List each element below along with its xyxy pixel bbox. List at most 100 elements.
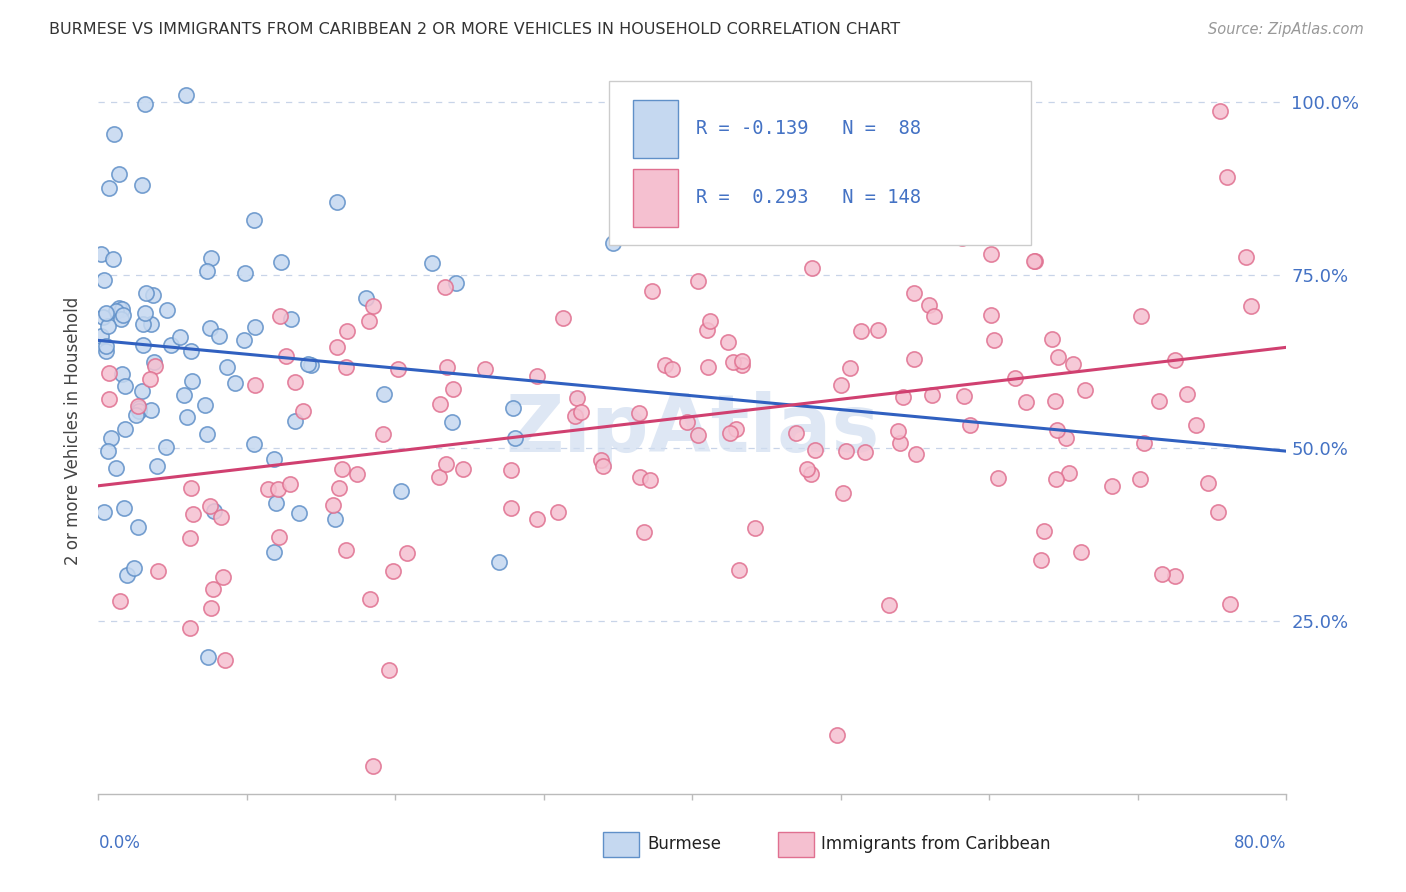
Point — [103, 128, 125, 142]
Point — [284, 414, 307, 428]
Y-axis label: 2 or more Vehicles in Household: 2 or more Vehicles in Household — [65, 296, 83, 565]
Point — [128, 404, 150, 418]
Point — [1152, 567, 1174, 582]
Point — [980, 308, 1002, 322]
Text: Source: ZipAtlas.com: Source: ZipAtlas.com — [1208, 22, 1364, 37]
Point — [138, 372, 160, 386]
Point — [547, 505, 569, 519]
Point — [1047, 350, 1070, 364]
Point — [291, 404, 314, 418]
Point — [371, 427, 394, 442]
Point — [135, 286, 157, 301]
Point — [264, 496, 287, 510]
Point — [131, 384, 153, 398]
Point — [328, 481, 350, 495]
Point — [197, 650, 219, 665]
Point — [93, 273, 115, 287]
Point — [744, 521, 766, 535]
Point — [1033, 524, 1056, 539]
Point — [90, 247, 112, 261]
Point — [696, 323, 718, 337]
Point — [440, 415, 463, 429]
Point — [628, 405, 651, 419]
Point — [98, 366, 121, 380]
Point — [1234, 250, 1257, 264]
Point — [93, 505, 115, 519]
Point — [179, 621, 201, 635]
Point — [441, 382, 464, 396]
Point — [97, 392, 120, 407]
Point — [699, 314, 721, 328]
Point — [131, 178, 153, 192]
Point — [143, 354, 166, 368]
Point — [800, 467, 823, 481]
Point — [156, 302, 179, 317]
Point — [128, 401, 150, 416]
Point — [602, 235, 624, 250]
Point — [96, 306, 118, 320]
Point — [436, 359, 458, 374]
Point — [176, 409, 198, 424]
Point — [1054, 431, 1077, 445]
Point — [359, 591, 381, 606]
Point — [270, 255, 292, 269]
Point — [877, 598, 900, 612]
Point — [122, 560, 145, 574]
Point — [354, 291, 377, 305]
FancyBboxPatch shape — [778, 831, 814, 857]
Point — [1219, 598, 1241, 612]
Point — [731, 358, 754, 372]
Point — [853, 445, 876, 459]
Point — [181, 374, 204, 388]
Point — [1024, 254, 1046, 268]
Point — [105, 304, 128, 318]
Point — [1215, 169, 1237, 184]
Point — [1070, 545, 1092, 559]
Point — [688, 428, 710, 442]
Point — [224, 376, 246, 391]
Point — [796, 461, 818, 475]
Point — [326, 340, 349, 354]
Point — [1062, 357, 1084, 371]
Point — [169, 330, 191, 344]
Point — [243, 319, 266, 334]
Point — [288, 506, 311, 520]
Point — [686, 274, 709, 288]
Point — [980, 247, 1002, 261]
Text: 80.0%: 80.0% — [1234, 834, 1286, 852]
Point — [725, 422, 748, 436]
Point — [551, 311, 574, 326]
Point — [94, 343, 117, 358]
Point — [361, 759, 384, 773]
Point — [326, 195, 349, 210]
Point — [950, 231, 973, 245]
Point — [1163, 352, 1185, 367]
Point — [591, 453, 613, 467]
Point — [335, 360, 357, 375]
Point — [263, 545, 285, 559]
Point — [1206, 505, 1229, 519]
Point — [641, 284, 664, 298]
Point — [444, 276, 467, 290]
Point — [501, 463, 523, 477]
Point — [212, 570, 235, 584]
Point — [818, 211, 841, 226]
Point — [378, 663, 401, 677]
Point — [983, 333, 1005, 347]
Point — [284, 376, 307, 390]
Point — [142, 288, 165, 302]
Point — [731, 354, 754, 368]
Point — [195, 426, 218, 441]
Point — [427, 469, 450, 483]
Point — [592, 458, 614, 473]
Point — [114, 422, 136, 436]
Point — [110, 312, 132, 326]
Point — [903, 286, 925, 301]
Point — [209, 510, 232, 524]
Point — [330, 461, 353, 475]
Point — [1029, 553, 1052, 567]
Point — [134, 306, 156, 320]
Point — [125, 408, 148, 422]
Point — [905, 447, 928, 461]
Point — [97, 444, 120, 458]
